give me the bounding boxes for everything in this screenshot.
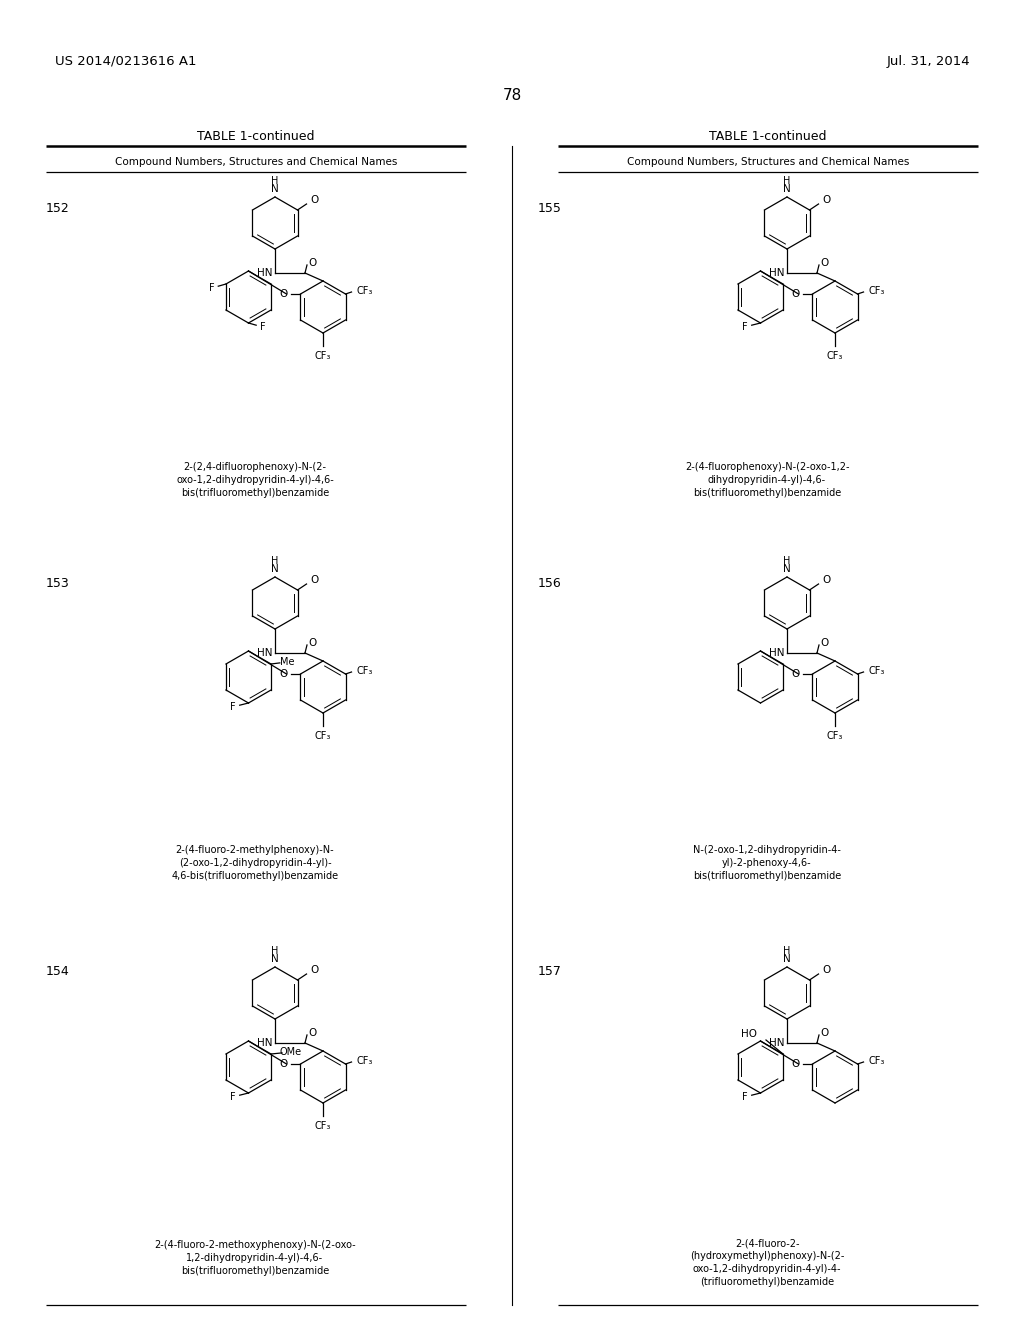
Text: O: O — [792, 669, 800, 678]
Text: 78: 78 — [503, 88, 521, 103]
Text: HN: HN — [768, 648, 784, 657]
Text: 2-(4-fluoro-2-methoxyphenoxy)-N-(2-oxo-: 2-(4-fluoro-2-methoxyphenoxy)-N-(2-oxo- — [155, 1239, 355, 1250]
Text: HN: HN — [768, 268, 784, 279]
Text: TABLE 1-continued: TABLE 1-continued — [710, 129, 826, 143]
Text: O: O — [280, 1059, 288, 1069]
Text: HN: HN — [768, 1038, 784, 1048]
Text: CF₃: CF₃ — [356, 667, 373, 676]
Text: oxo-1,2-dihydropyridin-4-yl)-4-: oxo-1,2-dihydropyridin-4-yl)-4- — [693, 1265, 842, 1274]
Text: Jul. 31, 2014: Jul. 31, 2014 — [887, 55, 970, 69]
Text: 1,2-dihydropyridin-4-yl)-4,6-: 1,2-dihydropyridin-4-yl)-4,6- — [186, 1253, 324, 1263]
Text: O: O — [820, 257, 828, 268]
Text: O: O — [310, 576, 318, 585]
Text: (trifluoromethyl)benzamide: (trifluoromethyl)benzamide — [700, 1276, 835, 1287]
Text: CF₃: CF₃ — [314, 1121, 331, 1131]
Text: Compound Numbers, Structures and Chemical Names: Compound Numbers, Structures and Chemica… — [627, 157, 909, 168]
Text: Me: Me — [280, 657, 294, 667]
Text: 155: 155 — [538, 202, 562, 215]
Text: H: H — [783, 176, 791, 186]
Text: US 2014/0213616 A1: US 2014/0213616 A1 — [55, 55, 197, 69]
Text: OMe: OMe — [280, 1047, 302, 1057]
Text: CF₃: CF₃ — [868, 1056, 885, 1067]
Text: bis(trifluoromethyl)benzamide: bis(trifluoromethyl)benzamide — [693, 488, 841, 498]
Text: F: F — [741, 322, 748, 333]
Text: CF₃: CF₃ — [356, 286, 373, 296]
Text: N: N — [783, 564, 791, 574]
Text: CF₃: CF₃ — [356, 1056, 373, 1067]
Text: HN: HN — [256, 268, 272, 279]
Text: (2-oxo-1,2-dihydropyridin-4-yl)-: (2-oxo-1,2-dihydropyridin-4-yl)- — [178, 858, 332, 869]
Text: 153: 153 — [46, 577, 70, 590]
Text: F: F — [741, 1092, 748, 1102]
Text: N: N — [271, 183, 279, 194]
Text: O: O — [308, 1028, 316, 1038]
Text: O: O — [310, 965, 318, 975]
Text: CF₃: CF₃ — [826, 351, 843, 360]
Text: N: N — [271, 564, 279, 574]
Text: yl)-2-phenoxy-4,6-: yl)-2-phenoxy-4,6- — [722, 858, 812, 869]
Text: CF₃: CF₃ — [314, 351, 331, 360]
Text: H: H — [783, 946, 791, 956]
Text: O: O — [308, 638, 316, 648]
Text: 2-(2,4-difluorophenoxy)-N-(2-: 2-(2,4-difluorophenoxy)-N-(2- — [183, 462, 327, 473]
Text: CF₃: CF₃ — [868, 286, 885, 296]
Text: O: O — [308, 257, 316, 268]
Text: 154: 154 — [46, 965, 70, 978]
Text: HN: HN — [256, 648, 272, 657]
Text: N-(2-oxo-1,2-dihydropyridin-4-: N-(2-oxo-1,2-dihydropyridin-4- — [693, 845, 841, 855]
Text: 157: 157 — [538, 965, 562, 978]
Text: oxo-1,2-dihydropyridin-4-yl)-4,6-: oxo-1,2-dihydropyridin-4-yl)-4,6- — [176, 475, 334, 484]
Text: 2-(4-fluorophenoxy)-N-(2-oxo-1,2-: 2-(4-fluorophenoxy)-N-(2-oxo-1,2- — [685, 462, 849, 473]
Text: F: F — [229, 702, 236, 711]
Text: CF₃: CF₃ — [314, 731, 331, 741]
Text: F: F — [229, 1092, 236, 1102]
Text: O: O — [822, 576, 830, 585]
Text: TABLE 1-continued: TABLE 1-continued — [198, 129, 314, 143]
Text: O: O — [792, 1059, 800, 1069]
Text: O: O — [820, 1028, 828, 1038]
Text: O: O — [820, 638, 828, 648]
Text: (hydroxymethyl)phenoxy)-N-(2-: (hydroxymethyl)phenoxy)-N-(2- — [690, 1251, 844, 1261]
Text: O: O — [822, 965, 830, 975]
Text: 152: 152 — [46, 202, 70, 215]
Text: H: H — [271, 556, 279, 566]
Text: CF₃: CF₃ — [826, 731, 843, 741]
Text: O: O — [822, 195, 830, 205]
Text: O: O — [280, 289, 288, 300]
Text: N: N — [783, 954, 791, 964]
Text: Compound Numbers, Structures and Chemical Names: Compound Numbers, Structures and Chemica… — [115, 157, 397, 168]
Text: O: O — [792, 289, 800, 300]
Text: H: H — [271, 946, 279, 956]
Text: 4,6-bis(trifluoromethyl)benzamide: 4,6-bis(trifluoromethyl)benzamide — [171, 871, 339, 880]
Text: dihydropyridin-4-yl)-4,6-: dihydropyridin-4-yl)-4,6- — [708, 475, 826, 484]
Text: HN: HN — [256, 1038, 272, 1048]
Text: O: O — [310, 195, 318, 205]
Text: 2-(4-fluoro-2-: 2-(4-fluoro-2- — [735, 1238, 800, 1247]
Text: H: H — [271, 176, 279, 186]
Text: bis(trifluoromethyl)benzamide: bis(trifluoromethyl)benzamide — [181, 488, 329, 498]
Text: N: N — [271, 954, 279, 964]
Text: bis(trifluoromethyl)benzamide: bis(trifluoromethyl)benzamide — [693, 871, 841, 880]
Text: HO: HO — [741, 1030, 757, 1039]
Text: F: F — [209, 282, 215, 293]
Text: F: F — [260, 322, 265, 333]
Text: O: O — [280, 669, 288, 678]
Text: 2-(4-fluoro-2-methylphenoxy)-N-: 2-(4-fluoro-2-methylphenoxy)-N- — [176, 845, 334, 855]
Text: 156: 156 — [538, 577, 562, 590]
Text: H: H — [783, 556, 791, 566]
Text: bis(trifluoromethyl)benzamide: bis(trifluoromethyl)benzamide — [181, 1266, 329, 1276]
Text: N: N — [783, 183, 791, 194]
Text: CF₃: CF₃ — [868, 667, 885, 676]
